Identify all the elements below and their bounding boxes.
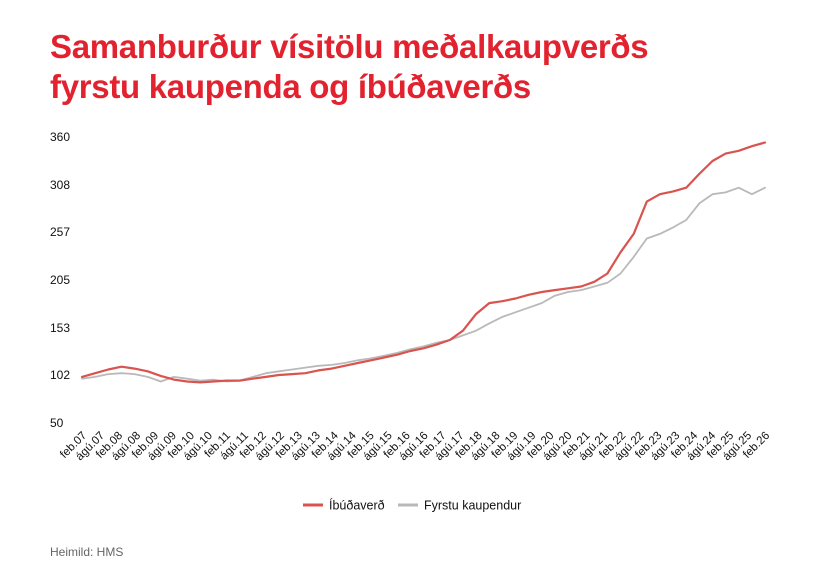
y-tick-label: 257 <box>50 225 70 239</box>
y-tick-label: 205 <box>50 273 70 287</box>
y-tick-label: 102 <box>50 368 70 382</box>
chart-title-line-2: fyrstu kaupenda og íbúðaverðs <box>50 68 531 105</box>
y-tick-label: 153 <box>50 321 70 335</box>
y-tick-label: 50 <box>50 416 64 430</box>
series-line-fyrstu-kaupendur <box>81 186 766 383</box>
legend-fyrstu-kaupendur-label: Fyrstu kaupendur <box>424 499 521 513</box>
legend-ibudaverd-label: Íbúðaverð <box>329 498 385 513</box>
chart-title-line-1: Samanburður vísitölu meðalkaupverðs <box>50 28 649 65</box>
source-note: Heimild: HMS <box>50 545 124 559</box>
y-tick-label: 360 <box>50 130 70 144</box>
chart-title: Samanburður vísitölu meðalkaupverðs fyrs… <box>50 27 649 107</box>
y-tick-label: 308 <box>50 178 70 192</box>
series-line-ibudaverd <box>80 141 767 384</box>
